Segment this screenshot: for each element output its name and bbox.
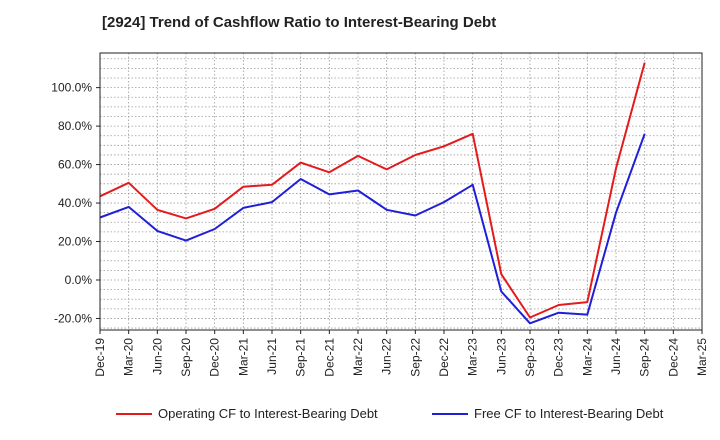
plot-border: [99, 52, 703, 331]
x-tick-label: Mar-22: [351, 338, 365, 376]
x-tick-label: Sep-24: [638, 338, 652, 377]
x-tick-label: Dec-21: [322, 338, 336, 377]
x-tick-label: Dec-23: [552, 338, 566, 377]
x-tick-label: Jun-21: [265, 338, 279, 375]
plot-background: [100, 53, 702, 330]
legend-label: Free CF to Interest-Bearing Debt: [474, 406, 664, 421]
x-tick-label: Mar-23: [466, 338, 480, 376]
x-tick-label: Jun-20: [150, 338, 164, 375]
x-tick-label: Dec-22: [437, 338, 451, 377]
x-tick-label: Sep-21: [294, 338, 308, 377]
y-axis-ticks: -20.0% 0.0% 20.0% 40.0% 60.0% 80.0% 100.0%: [51, 81, 100, 325]
legend-label: Operating CF to Interest-Bearing Debt: [158, 406, 378, 421]
chart-title: [2924] Trend of Cashflow Ratio to Intere…: [102, 14, 497, 31]
x-tick-label: Jun-24: [609, 338, 623, 375]
operating-cf-line: [99, 62, 646, 319]
x-axis-ticks: Dec-19 Mar-20 Jun-20 Sep-20 Dec-20 Mar-21 Jun-…: [93, 330, 709, 377]
y-tick-label: 20.0%: [58, 235, 92, 249]
x-tick-label: Dec-19: [93, 338, 107, 377]
y-tick-label: 40.0%: [58, 196, 92, 210]
y-tick-label: 60.0%: [58, 158, 92, 172]
y-tick-label: 80.0%: [58, 119, 92, 133]
x-tick-label: Sep-20: [179, 338, 193, 377]
x-tick-label: Dec-20: [208, 338, 222, 377]
y-tick-label: 100.0%: [51, 81, 92, 95]
x-tick-label: Dec-24: [666, 338, 680, 377]
x-tick-label: Jun-22: [380, 338, 394, 375]
legend: Operating CF to Interest-Bearing Debt Fre…: [116, 406, 664, 421]
y-tick-label: -20.0%: [54, 311, 92, 325]
free-cf-line: [99, 133, 646, 325]
y-tick-label: 0.0%: [65, 273, 93, 287]
grid-lines: [99, 53, 703, 330]
x-tick-label: Mar-20: [122, 338, 136, 376]
x-tick-label: Sep-22: [408, 338, 422, 377]
x-tick-label: Mar-21: [236, 338, 250, 376]
series-lines: [99, 62, 646, 325]
x-tick-label: Sep-23: [523, 338, 537, 377]
x-tick-label: Jun-23: [494, 338, 508, 375]
x-tick-label: Mar-24: [580, 338, 594, 376]
x-tick-label: Mar-25: [695, 338, 709, 376]
